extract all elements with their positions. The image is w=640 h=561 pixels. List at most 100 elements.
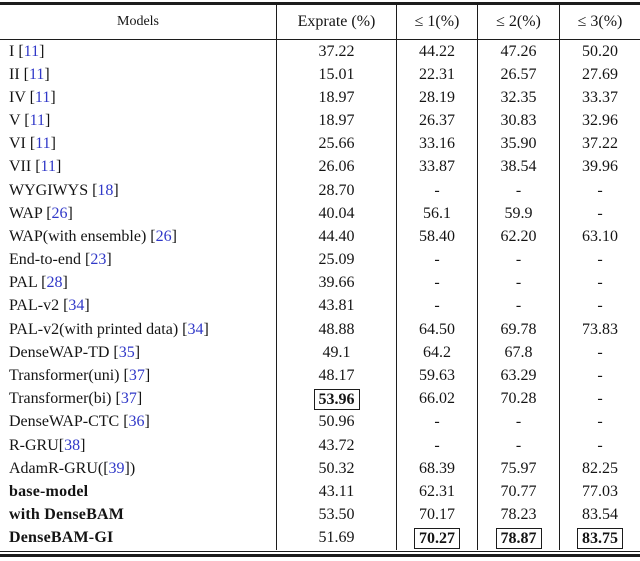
model-name: DenseWAP-CTC [ bbox=[9, 413, 129, 431]
model-name-suffix: ] bbox=[39, 42, 45, 60]
le3-value: 63.10 bbox=[582, 227, 618, 245]
model-name-suffix: ] bbox=[171, 227, 177, 245]
le1-value: - bbox=[397, 433, 478, 458]
le1-value: 44.22 bbox=[397, 40, 478, 64]
model-name-cell: Transformer(bi) [37] bbox=[0, 387, 277, 411]
table-row: VI [11] 25.66 33.16 35.90 37.22 bbox=[0, 132, 640, 156]
citation-link[interactable]: 37 bbox=[128, 366, 145, 384]
citation-link[interactable]: 36 bbox=[128, 413, 145, 431]
citation-link[interactable]: 11 bbox=[28, 65, 45, 83]
table-row: DenseWAP-CTC [36] 50.96 - - - bbox=[0, 410, 640, 434]
citation-link[interactable]: 11 bbox=[29, 112, 45, 130]
model-name: Transformer(uni) [ bbox=[9, 366, 129, 384]
model-name-suffix: ] bbox=[134, 343, 141, 361]
citation-link[interactable]: 11 bbox=[23, 42, 40, 60]
model-name-cell: WAP [26] bbox=[0, 202, 277, 226]
le2-value: 32.35 bbox=[478, 86, 560, 110]
le1-value: 70.17 bbox=[397, 503, 478, 527]
col-header-le3: ≤ 3(%) bbox=[577, 13, 623, 30]
citation-link[interactable]: 11 bbox=[35, 135, 51, 153]
le3-value: - bbox=[597, 204, 603, 222]
model-name-suffix: ] bbox=[144, 413, 150, 431]
citation-link[interactable]: 23 bbox=[90, 251, 107, 269]
le2-value: - bbox=[478, 433, 560, 458]
citation-link[interactable]: 34 bbox=[68, 297, 85, 315]
model-name-cell: VI [11] bbox=[0, 132, 277, 156]
col-header-exprate: Exprate (%) bbox=[277, 5, 397, 39]
table-body: I [11] 37.22 44.22 47.26 50.20 II [11] 1… bbox=[0, 40, 640, 550]
table-row: IV [11] 18.97 28.19 32.35 33.37 bbox=[0, 86, 640, 110]
exprate-value: 48.17 bbox=[277, 364, 397, 388]
le1-value: 66.02 bbox=[397, 387, 478, 411]
le2-value: 59.9 bbox=[478, 202, 560, 226]
le2-value: 35.90 bbox=[478, 132, 560, 156]
model-name-cell: DenseWAP-CTC [36] bbox=[0, 410, 277, 434]
model-name: I [ bbox=[9, 42, 24, 60]
le1-value: - bbox=[397, 179, 478, 203]
citation-link[interactable]: 18 bbox=[97, 181, 114, 199]
le3-value: 50.20 bbox=[582, 42, 618, 60]
le1-value: 22.31 bbox=[397, 63, 478, 87]
le2-value: 47.26 bbox=[478, 40, 560, 64]
citation-link[interactable]: 26 bbox=[51, 204, 68, 222]
le3-value: - bbox=[597, 274, 603, 292]
table-row: PAL-v2(with printed data) [34] 48.88 64.… bbox=[0, 318, 640, 342]
le3-value: 33.37 bbox=[582, 88, 618, 106]
model-name-suffix: ] bbox=[80, 436, 86, 454]
le1-value: 68.39 bbox=[397, 457, 478, 481]
exprate-value: 44.40 bbox=[277, 225, 397, 249]
citation-link[interactable]: 11 bbox=[34, 88, 51, 106]
table-row: VII [11] 26.06 33.87 38.54 39.96 bbox=[0, 155, 640, 180]
le2-value: 26.57 bbox=[478, 63, 560, 87]
le2-value: 70.28 bbox=[478, 387, 560, 411]
model-name: WAP [ bbox=[9, 204, 52, 222]
best-result-box: 70.27 bbox=[414, 527, 460, 549]
exprate-value: 25.66 bbox=[277, 132, 397, 156]
best-result-box: 78.87 bbox=[495, 527, 542, 549]
le1-value: 62.31 bbox=[397, 480, 478, 504]
model-name: PAL-v2 [ bbox=[9, 297, 69, 315]
model-name: VII [ bbox=[9, 158, 41, 176]
model-name-cell: End-to-end [23] bbox=[0, 248, 277, 272]
table-row: End-to-end [23] 25.09 - - - bbox=[0, 248, 640, 272]
table-row: PAL [28] 39.66 - - - bbox=[0, 271, 640, 295]
le2-value: - bbox=[478, 410, 560, 434]
exprate-value: 50.32 bbox=[277, 457, 397, 481]
model-name-cell: R-GRU[38] bbox=[0, 433, 277, 458]
le2-value: 38.54 bbox=[478, 155, 560, 180]
exprate-value: 51.69 bbox=[277, 526, 397, 550]
citation-link[interactable]: 38 bbox=[64, 436, 81, 454]
citation-link[interactable]: 26 bbox=[155, 227, 172, 245]
le3-value: 83.54 bbox=[582, 506, 618, 524]
exprate-value: 39.66 bbox=[277, 271, 397, 295]
exprate-value: 43.11 bbox=[277, 480, 397, 504]
citation-link[interactable]: 37 bbox=[120, 390, 137, 408]
results-table: Models Exprate (%) ≤ 1(%) ≤ 2(%) ≤ 3(%) … bbox=[0, 5, 640, 550]
citation-link[interactable]: 11 bbox=[40, 158, 56, 176]
exprate-value: 53.50 bbox=[277, 503, 397, 527]
model-name-cell: with DenseBAM bbox=[0, 503, 277, 527]
exprate-value: 50.96 bbox=[277, 410, 397, 434]
model-name-cell: II [11] bbox=[0, 63, 277, 87]
citation-link[interactable]: 35 bbox=[118, 343, 135, 361]
col-header-le2: ≤ 2(%) bbox=[478, 5, 560, 39]
citation-link[interactable]: 34 bbox=[187, 320, 204, 338]
le2-value: - bbox=[478, 179, 560, 203]
table-row: I [11] 37.22 44.22 47.26 50.20 bbox=[0, 40, 640, 64]
model-name-suffix: ] bbox=[144, 366, 151, 384]
model-name-cell: base-model bbox=[0, 480, 277, 504]
le3-value: - bbox=[597, 181, 603, 199]
model-name-cell: PAL-v2(with printed data) [34] bbox=[0, 318, 277, 342]
model-name-suffix: ] bbox=[106, 251, 112, 269]
best-result-box: 83.75 bbox=[577, 527, 623, 549]
table-row: AdamR-GRU([39]) 50.32 68.39 75.97 82.25 bbox=[0, 457, 640, 481]
citation-link[interactable]: 39 bbox=[108, 459, 125, 477]
model-name-cell: PAL-v2 [34] bbox=[0, 294, 277, 319]
model-name-cell: VII [11] bbox=[0, 155, 277, 180]
le3-value: - bbox=[597, 413, 603, 431]
model-name: base-model bbox=[9, 482, 89, 500]
model-name-suffix: ] bbox=[67, 204, 73, 222]
le2-value: 67.8 bbox=[478, 341, 560, 365]
citation-link[interactable]: 28 bbox=[46, 274, 63, 292]
